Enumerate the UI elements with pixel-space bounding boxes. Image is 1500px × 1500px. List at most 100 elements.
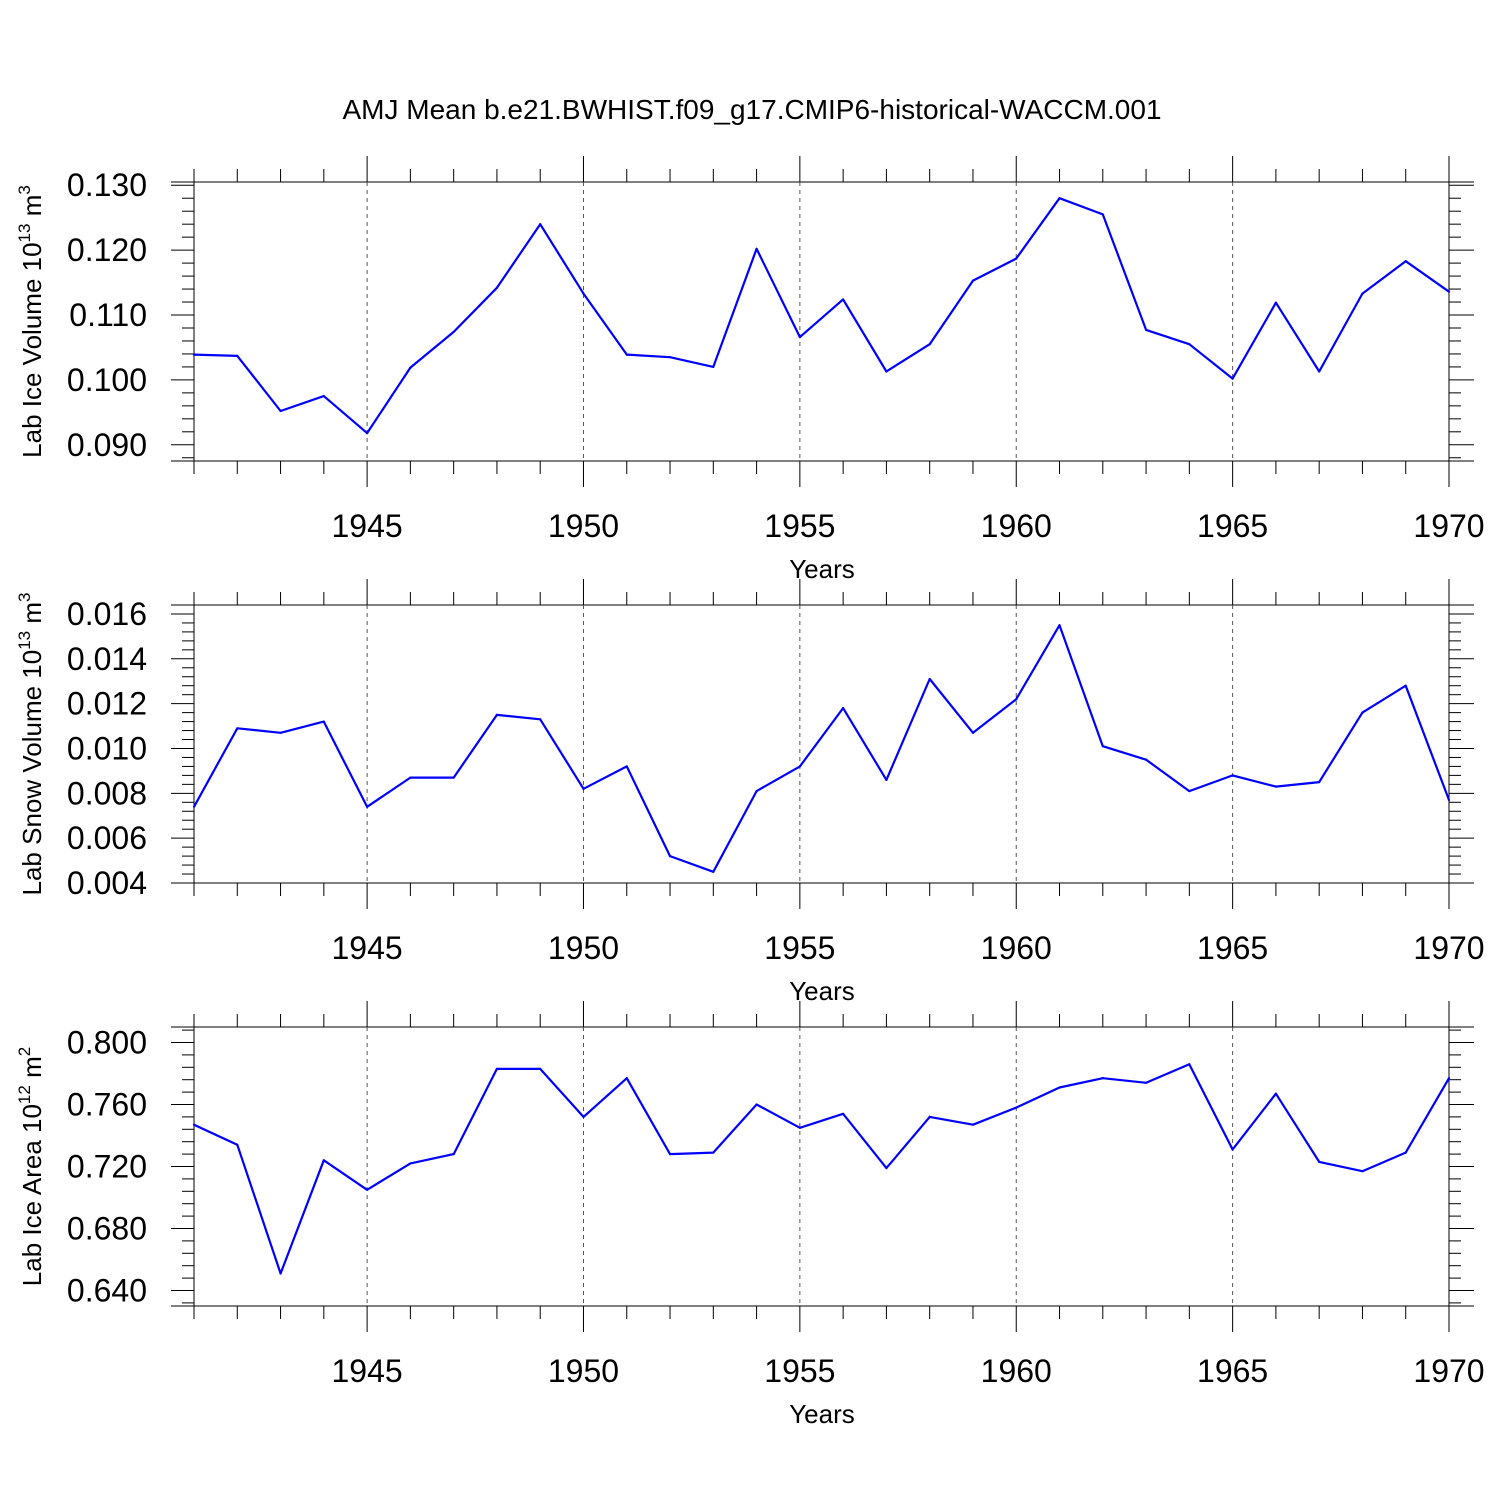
x-axis-label: Years [789, 976, 855, 1006]
data-point [1447, 798, 1451, 802]
data-point [928, 1115, 931, 1118]
y-tick-label: 0.100 [67, 362, 147, 398]
data-point [798, 335, 801, 339]
x-tick-label: 1955 [764, 1353, 835, 1389]
y-axis-label: Lab Snow Volume 1013 m3 [15, 592, 47, 895]
data-point [842, 298, 845, 301]
data-point [192, 805, 196, 808]
data-point [409, 366, 412, 369]
data-point [1188, 789, 1191, 793]
data-point [1447, 1077, 1451, 1080]
x-tick-label: 1955 [764, 930, 835, 966]
data-point [798, 1126, 801, 1129]
y-tick-label: 0.090 [67, 427, 147, 463]
data-point [1231, 377, 1234, 380]
data-point [1274, 301, 1277, 304]
data-point [495, 713, 499, 716]
data-point [495, 286, 499, 289]
data-point [582, 1115, 585, 1118]
data-point [1274, 785, 1277, 788]
x-tick-label: 1945 [332, 508, 403, 544]
y-tick-label: 0.010 [67, 730, 147, 766]
x-tick-label: 1970 [1413, 930, 1484, 966]
x-tick-label: 1960 [981, 1353, 1052, 1389]
y-tick-label: 0.008 [67, 775, 147, 811]
data-point [582, 292, 585, 295]
x-tick-label: 1960 [981, 508, 1052, 544]
data-point [1015, 698, 1018, 701]
y-tick-label: 0.640 [67, 1273, 147, 1309]
data-point [712, 365, 715, 369]
y-tick-label: 0.006 [67, 820, 147, 856]
data-point [1404, 260, 1407, 263]
data-point [1231, 1148, 1234, 1151]
data-point [755, 789, 758, 793]
data-point [625, 353, 628, 356]
data-point [452, 330, 455, 333]
data-point [279, 409, 282, 413]
data-point [409, 1162, 412, 1165]
data-point [885, 778, 888, 781]
data-point [322, 1159, 325, 1162]
data-point [236, 727, 239, 730]
y-tick-label: 0.130 [67, 167, 147, 203]
data-point [1144, 758, 1148, 761]
data-point [1361, 292, 1364, 295]
x-tick-label: 1970 [1413, 1353, 1484, 1389]
data-point [1318, 1160, 1321, 1163]
data-point [322, 720, 325, 723]
data-point [1318, 781, 1321, 784]
y-tick-label: 0.800 [67, 1025, 147, 1061]
x-axis-label: Years [789, 554, 855, 584]
y-axis-label: Lab Ice Volume 1013 m3 [15, 185, 47, 458]
data-point [539, 718, 542, 721]
data-point [755, 1103, 758, 1106]
data-point [539, 223, 542, 226]
data-point [366, 432, 369, 435]
data-point [1318, 370, 1321, 373]
panels: 1945 1950 1955 1960 1965 1970 Years 0.090 0.100 0… [15, 156, 1485, 1429]
x-tick-label: 1970 [1413, 508, 1484, 544]
data-point [1404, 684, 1407, 687]
data-point [192, 353, 196, 356]
data-point [928, 343, 931, 346]
data-point [798, 765, 801, 768]
chart-panel-3: 1945 1950 1955 1960 1965 1970 Years 0.640 0.680 0… [15, 1001, 1485, 1429]
chart-panel-2: 1945 1950 1955 1960 1965 1970 Years 0.004 0.006 0… [15, 579, 1485, 1006]
x-axis-label: Years [789, 1399, 855, 1429]
y-tick-label: 0.014 [67, 641, 147, 677]
data-point [452, 776, 455, 779]
data-point [192, 1123, 196, 1126]
data-point [1015, 257, 1018, 260]
data-point [452, 1153, 455, 1156]
data-point [409, 776, 412, 779]
data-point [1188, 1063, 1191, 1066]
x-tick-label: 1960 [981, 930, 1052, 966]
series-line [193, 197, 1450, 435]
y-tick-label: 0.720 [67, 1149, 147, 1185]
data-point [928, 677, 931, 681]
y-tick-label: 0.680 [67, 1211, 147, 1247]
data-point [236, 354, 239, 357]
data-point [1361, 1170, 1364, 1173]
x-tick-label: 1945 [332, 1353, 403, 1389]
data-point [842, 707, 845, 710]
data-point [668, 854, 672, 858]
data-point [279, 1272, 282, 1275]
data-point [1101, 213, 1104, 216]
data-point [885, 370, 888, 373]
data-point [668, 1153, 672, 1156]
y-tick-label: 0.110 [69, 297, 147, 333]
y-tick-label: 0.012 [67, 686, 147, 722]
data-point [625, 765, 628, 768]
data-point [971, 731, 975, 734]
chart-panel-1: 1945 1950 1955 1960 1965 1970 Years 0.090 0.100 0… [15, 156, 1485, 584]
x-tick-label: 1965 [1197, 1353, 1268, 1389]
data-point [1404, 1151, 1407, 1154]
data-point [712, 870, 715, 873]
data-point [1447, 290, 1451, 293]
x-tick-label: 1950 [548, 1353, 619, 1389]
x-tick-label: 1950 [548, 930, 619, 966]
y-tick-label: 0.016 [67, 596, 147, 632]
data-point [1188, 343, 1191, 346]
